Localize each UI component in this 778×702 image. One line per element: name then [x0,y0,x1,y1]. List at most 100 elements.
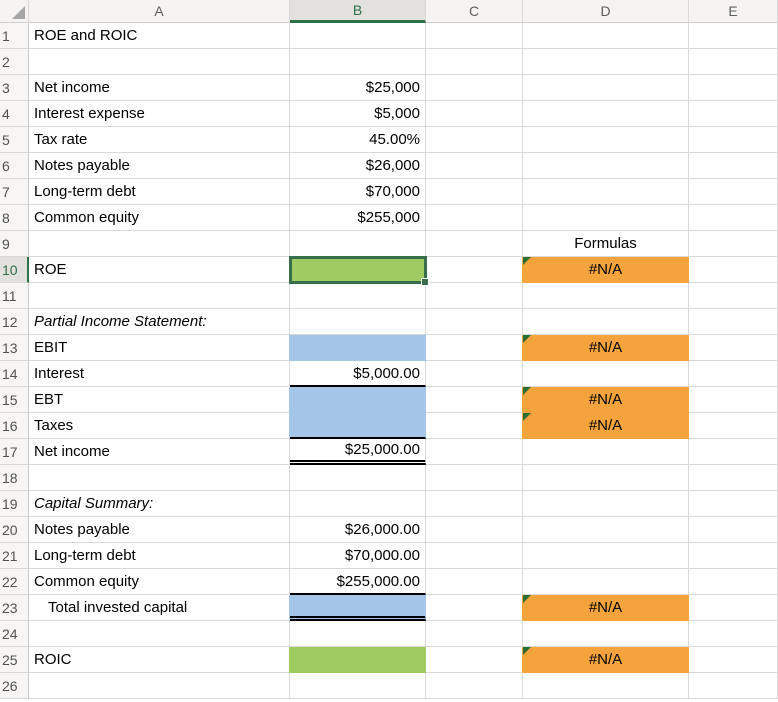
cell-D16[interactable]: #N/A [523,413,689,439]
column-header-C[interactable]: C [426,0,523,23]
cell-D26[interactable] [523,673,689,699]
cell-C10[interactable] [426,257,523,283]
cell-C1[interactable] [426,23,523,49]
cell-B15[interactable] [290,387,426,413]
row-header-15[interactable]: 15 [0,387,29,413]
row-header-26[interactable]: 26 [0,673,29,699]
cell-E10[interactable] [689,257,778,283]
cell-C15[interactable] [426,387,523,413]
cell-E6[interactable] [689,153,778,179]
row-header-17[interactable]: 17 [0,439,29,465]
cell-C13[interactable] [426,335,523,361]
column-header-E[interactable]: E [689,0,778,23]
cell-E11[interactable] [689,283,778,309]
cell-D14[interactable] [523,361,689,387]
cell-E24[interactable] [689,621,778,647]
cell-E4[interactable] [689,101,778,127]
cell-C24[interactable] [426,621,523,647]
cell-A11[interactable] [29,283,290,309]
cell-B4[interactable]: $5,000 [290,101,426,127]
cell-C17[interactable] [426,439,523,465]
cell-D1[interactable] [523,23,689,49]
cell-D4[interactable] [523,101,689,127]
row-header-22[interactable]: 22 [0,569,29,595]
cell-E1[interactable] [689,23,778,49]
cell-D12[interactable] [523,309,689,335]
cell-B21[interactable]: $70,000.00 [290,543,426,569]
cell-B1[interactable] [290,23,426,49]
cell-C22[interactable] [426,569,523,595]
cell-D19[interactable] [523,491,689,517]
cell-B11[interactable] [290,283,426,309]
cell-D21[interactable] [523,543,689,569]
row-header-1[interactable]: 1 [0,23,29,49]
cell-B10[interactable] [289,256,429,286]
cell-E16[interactable] [689,413,778,439]
cell-E25[interactable] [689,647,778,673]
cell-A10[interactable]: ROE [29,257,290,283]
cell-B14[interactable]: $5,000.00 [290,361,426,387]
cell-A26[interactable] [29,673,290,699]
cell-A9[interactable] [29,231,290,257]
cell-B17[interactable]: $25,000.00 [290,439,426,465]
cell-B20[interactable]: $26,000.00 [290,517,426,543]
cell-B24[interactable] [290,621,426,647]
cell-A1[interactable]: ROE and ROIC [29,23,290,49]
cell-E15[interactable] [689,387,778,413]
cell-A7[interactable]: Long-term debt [29,179,290,205]
cell-C3[interactable] [426,75,523,101]
column-header-A[interactable]: A [29,0,290,23]
cell-A20[interactable]: Notes payable [29,517,290,543]
cell-B3[interactable]: $25,000 [290,75,426,101]
row-header-2[interactable]: 2 [0,49,29,75]
row-header-21[interactable]: 21 [0,543,29,569]
cell-D18[interactable] [523,465,689,491]
cell-E8[interactable] [689,205,778,231]
cell-D7[interactable] [523,179,689,205]
column-header-B[interactable]: B [290,0,426,23]
cell-C6[interactable] [426,153,523,179]
cell-B6[interactable]: $26,000 [290,153,426,179]
cell-B12[interactable] [290,309,426,335]
cell-D10[interactable]: #N/A [523,257,689,283]
cell-D13[interactable]: #N/A [523,335,689,361]
cell-D6[interactable] [523,153,689,179]
cell-D22[interactable] [523,569,689,595]
cell-C5[interactable] [426,127,523,153]
cell-C19[interactable] [426,491,523,517]
select-all-corner[interactable] [0,0,29,23]
cell-A18[interactable] [29,465,290,491]
cell-A25[interactable]: ROIC [29,647,290,673]
cell-D11[interactable] [523,283,689,309]
cell-E3[interactable] [689,75,778,101]
cell-E9[interactable] [689,231,778,257]
cell-A4[interactable]: Interest expense [29,101,290,127]
cell-B25[interactable] [290,647,426,673]
cell-C16[interactable] [426,413,523,439]
cell-B13[interactable] [290,335,426,361]
cell-A12[interactable]: Partial Income Statement: [29,309,290,335]
cell-D8[interactable] [523,205,689,231]
cell-A22[interactable]: Common equity [29,569,290,595]
cell-B22[interactable]: $255,000.00 [290,569,426,595]
cell-E22[interactable] [689,569,778,595]
cell-B26[interactable] [290,673,426,699]
cell-D15[interactable]: #N/A [523,387,689,413]
cell-E23[interactable] [689,595,778,621]
cell-E2[interactable] [689,49,778,75]
cell-C12[interactable] [426,309,523,335]
cell-E14[interactable] [689,361,778,387]
cell-C20[interactable] [426,517,523,543]
row-header-16[interactable]: 16 [0,413,29,439]
cell-B9[interactable] [290,231,426,257]
cell-A5[interactable]: Tax rate [29,127,290,153]
row-header-9[interactable]: 9 [0,231,29,257]
cell-D2[interactable] [523,49,689,75]
row-header-4[interactable]: 4 [0,101,29,127]
cell-A21[interactable]: Long-term debt [29,543,290,569]
cell-A14[interactable]: Interest [29,361,290,387]
row-header-24[interactable]: 24 [0,621,29,647]
row-header-18[interactable]: 18 [0,465,29,491]
row-header-5[interactable]: 5 [0,127,29,153]
cell-A2[interactable] [29,49,290,75]
